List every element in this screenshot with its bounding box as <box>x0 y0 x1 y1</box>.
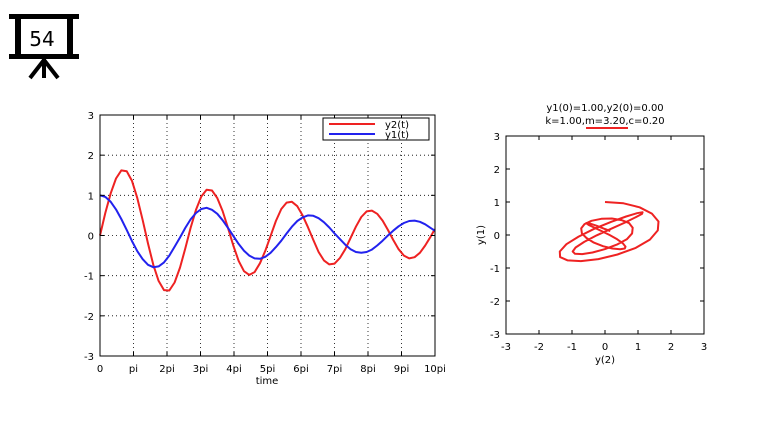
x-tick-label: 5pi <box>260 364 276 375</box>
x2-tick-label: 2 <box>668 342 674 353</box>
chart2-title: y1(0)=1.00,y2(0)=0.00 <box>546 103 663 114</box>
chart2-lines <box>558 201 660 263</box>
y-tick-label: 0 <box>88 232 94 243</box>
phase-plot-chart: y1(0)=1.00,y2(0)=0.00 k=1.00,m=3.20,c=0.… <box>476 103 707 366</box>
y-tick-label: -3 <box>84 352 94 363</box>
chart1-grid <box>100 115 435 356</box>
legend-label-y1: y1(t) <box>385 130 409 141</box>
y-tick-label: -1 <box>84 272 94 283</box>
y-tick-label: -2 <box>84 312 94 323</box>
y2-tick-label: 0 <box>494 231 500 242</box>
legend-box <box>322 117 430 141</box>
x-tick-label: 9pi <box>394 364 410 375</box>
chart2-frame <box>505 135 705 335</box>
chart2-xlabel: y(2) <box>595 355 615 366</box>
series-line-y1(t) <box>99 194 436 269</box>
chart2-ticks: -3 -2 -1 0 1 2 3 3 2 1 0 -1 -2 -3 <box>490 132 707 353</box>
chart1-ticks: 0 pi 2pi 3pi 4pi 5pi 6pi 7pi 8pi 9pi 10pi 3 2 1 0 -1 -2 -… <box>84 111 446 375</box>
y2-tick-label: 2 <box>494 165 500 176</box>
slide-number: 54 <box>29 27 55 51</box>
series-line-y2(t) <box>99 169 436 292</box>
chart1-lines <box>99 169 436 292</box>
y2-tick-label: -1 <box>490 264 500 275</box>
chart1-legend: y2(t) y1(t) <box>322 117 430 141</box>
y-tick-label: 1 <box>88 191 94 202</box>
presentation-board-icon <box>9 14 79 80</box>
x2-tick-label: -1 <box>567 342 577 353</box>
legend-label-y2: y2(t) <box>385 120 409 131</box>
y2-tick-label: -3 <box>490 330 500 341</box>
x-tick-label: 7pi <box>327 364 343 375</box>
phase-trajectory <box>558 201 660 263</box>
y2-tick-label: 3 <box>494 132 500 143</box>
x2-tick-label: 3 <box>701 342 707 353</box>
x2-tick-label: 0 <box>602 342 608 353</box>
x2-tick-label: -2 <box>534 342 544 353</box>
y2-tick-label: -2 <box>490 297 500 308</box>
time-series-chart: 0 pi 2pi 3pi 4pi 5pi 6pi 7pi 8pi 9pi 10pi 3 2 1 0 -1 -2 -… <box>84 111 446 387</box>
x-tick-label: 6pi <box>293 364 309 375</box>
x-tick-label: 10pi <box>424 364 446 375</box>
y2-tick-label: 1 <box>494 198 500 209</box>
x2-tick-label: -3 <box>501 342 511 353</box>
x-tick-label: 3pi <box>193 364 209 375</box>
y-tick-label: 3 <box>88 111 94 122</box>
x-tick-label: 2pi <box>159 364 175 375</box>
chart2-subtitle: k=1.00,m=3.20,c=0.20 <box>545 116 664 127</box>
y-tick-label: 2 <box>88 151 94 162</box>
x-tick-label: 8pi <box>360 364 376 375</box>
x-tick-label: pi <box>129 364 138 375</box>
chart1-xlabel: time <box>256 376 279 387</box>
x2-tick-label: 1 <box>635 342 641 353</box>
x-tick-label: 0 <box>97 364 103 375</box>
chart2-ylabel: y(1) <box>476 225 487 245</box>
x-tick-label: 4pi <box>226 364 242 375</box>
